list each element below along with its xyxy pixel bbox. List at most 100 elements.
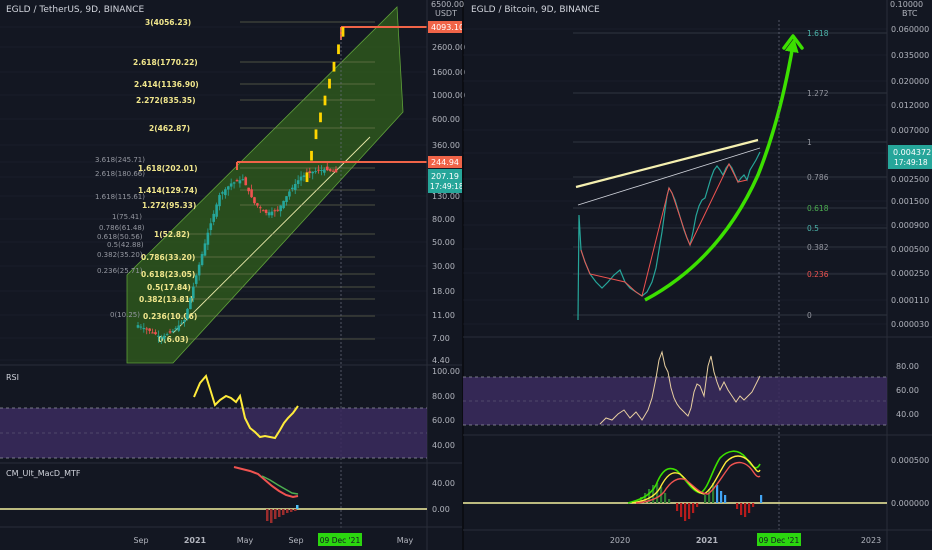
- fib-level-label: 0.5(17.84): [147, 283, 191, 292]
- histogram-bar: [708, 489, 711, 503]
- candle-body: [299, 176, 303, 181]
- candle-body: [171, 330, 175, 333]
- histogram-bar: [688, 503, 691, 519]
- candle-body: [285, 196, 288, 203]
- fib-level-label: 2.272(835.35): [136, 96, 196, 105]
- candle-body: [159, 337, 163, 339]
- histogram-bar: [640, 497, 643, 503]
- current-price-box: [428, 169, 462, 193]
- candle-body: [253, 197, 256, 204]
- axis-tick-label: 4093.10: [431, 23, 464, 32]
- histogram-bar: [736, 503, 739, 509]
- histogram-bar: [720, 491, 723, 503]
- candle-body: [302, 175, 306, 178]
- candle-body: [247, 187, 250, 192]
- candle-body: [323, 169, 326, 173]
- macd-tick-label: 40.00: [432, 479, 455, 488]
- candle-body: [197, 264, 201, 276]
- candle-body: [317, 169, 320, 171]
- fib-level-label: 1.414(129.74): [138, 186, 198, 195]
- projected-candle: [323, 95, 327, 106]
- fib-level-label: 3(4056.23): [145, 18, 191, 27]
- candle-body: [209, 223, 213, 231]
- histogram-bar: [294, 509, 297, 511]
- histogram-bar: [656, 483, 659, 503]
- axis-tick-label: 130.00: [432, 192, 460, 201]
- candle-body: [206, 232, 210, 245]
- current-price-box: [888, 145, 932, 169]
- candle-body: [218, 195, 221, 207]
- histogram-bar: [648, 489, 651, 503]
- projected-candle: [319, 112, 322, 123]
- fib-level-label: 2.414(1136.90): [134, 80, 199, 89]
- time-label: May: [237, 536, 254, 545]
- histogram-bar: [286, 509, 289, 513]
- time-label: Sep: [288, 536, 303, 545]
- time-label: 2021: [696, 536, 719, 545]
- candle-body: [168, 331, 172, 333]
- histogram-bar: [752, 503, 755, 507]
- axis-tick-label: 244.94: [431, 158, 459, 167]
- candle-body: [261, 210, 265, 212]
- right-axis-unit: BTC: [902, 9, 918, 18]
- candle-body: [229, 183, 233, 187]
- candle-body: [136, 325, 140, 328]
- histogram-bar: [684, 503, 687, 521]
- axis-tick-label: 1600.00: [432, 68, 465, 77]
- fib-level-label: 1.618(202.01): [138, 164, 198, 173]
- candle-body: [273, 210, 277, 212]
- left-axis-unit: USDT: [435, 9, 457, 18]
- macd-tick-label: 0.000000: [891, 499, 929, 508]
- histogram-bar: [692, 503, 695, 513]
- projected-candles: [305, 27, 345, 183]
- candle-body: [139, 326, 143, 328]
- candle-body: [334, 169, 338, 173]
- left-axis-head: 6500.00 USDT: [431, 0, 464, 18]
- histogram-bar: [652, 485, 655, 503]
- candle-body: [142, 328, 146, 330]
- time-axis: Sep2021MaySepDec '21May09 Dec '212020202…: [133, 533, 881, 546]
- histogram-bar: [748, 503, 751, 513]
- date-box-label: 09 Dec '21: [320, 536, 361, 545]
- fib-level-label: 1: [807, 138, 812, 147]
- time-label: 2020: [610, 536, 630, 545]
- candle-body: [331, 170, 335, 172]
- candle-body: [226, 186, 230, 190]
- candle-body: [200, 254, 204, 265]
- candle-body: [183, 320, 186, 323]
- candle-body: [221, 192, 224, 194]
- candle-body: [203, 243, 207, 256]
- histogram-bar: [270, 509, 273, 523]
- time-label: May: [397, 536, 414, 545]
- histogram-bar: [278, 509, 281, 517]
- histogram-bar: [668, 499, 671, 503]
- fib-level-label: 0.618: [807, 204, 829, 213]
- candle-body: [314, 171, 317, 173]
- axis-tick-label: 30.00: [432, 262, 455, 271]
- candle-body: [258, 207, 262, 209]
- histogram-bar: [282, 509, 285, 515]
- right-bear-overlay: [580, 162, 748, 297]
- candle-body: [238, 180, 242, 184]
- candle-body: [212, 213, 216, 222]
- axis-tick-label: 2600.00: [432, 43, 465, 52]
- fib-level-label: 0.5: [807, 224, 819, 233]
- histogram-bar: [290, 509, 293, 512]
- macd-tick-label: 0.000500: [891, 456, 929, 465]
- fib-level-label: 0.382(35.20): [97, 251, 143, 259]
- axis-tick-label: 0.007000: [891, 126, 929, 135]
- parabolic-curve: [644, 38, 799, 302]
- right-fib-levels: 1.618 1.272 1 0.786 0.618 0.5 0.382 0.236 0: [573, 29, 887, 320]
- right-rsi-line: [599, 350, 761, 425]
- histogram-bar: [664, 493, 667, 503]
- candle-body: [151, 332, 154, 334]
- rsi-tick-label: 100.00: [432, 367, 460, 376]
- axis-tick-label: 0.000110: [891, 296, 929, 305]
- projected-candle: [314, 129, 318, 140]
- histogram-bar: [712, 483, 715, 503]
- axis-tick-label: 0.060000: [891, 25, 929, 34]
- candle-body: [186, 308, 189, 320]
- candle-body: [189, 297, 192, 310]
- candle-body: [192, 286, 195, 299]
- candle-body: [241, 179, 245, 181]
